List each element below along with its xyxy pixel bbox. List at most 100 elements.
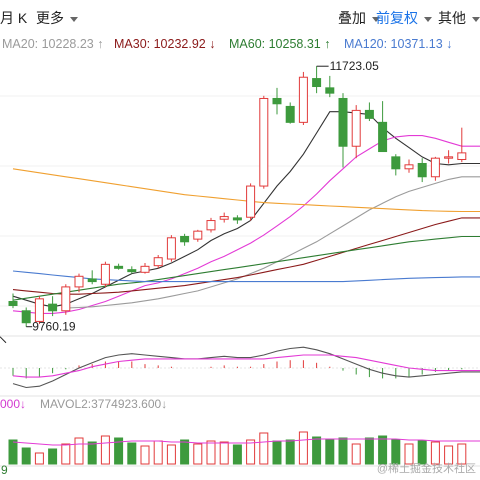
- candle-body: [325, 87, 335, 94]
- more-menu[interactable]: 更多: [36, 8, 78, 28]
- ma-legend: MA20: 10228.23 ↑ MA30: 10232.92 ↓ MA60: …: [0, 34, 480, 56]
- volume-pane: [8, 431, 480, 465]
- candle-body: [153, 257, 163, 267]
- candle-body: [34, 298, 44, 322]
- overlay-menu[interactable]: 叠加: [338, 8, 380, 28]
- volume-bar: [404, 443, 414, 465]
- oscillator-pane: [12, 346, 480, 389]
- candle: [87, 270, 97, 285]
- candle: [378, 101, 388, 153]
- candle-body: [285, 105, 295, 123]
- ma-line-ma60: [12, 235, 480, 301]
- candle: [298, 71, 308, 126]
- volume-bar: [8, 439, 18, 465]
- candle-body: [404, 164, 414, 170]
- candle-body: [193, 230, 203, 240]
- candle: [285, 102, 295, 124]
- candle: [166, 235, 176, 262]
- ma-line-ma30: [12, 217, 480, 295]
- candle: [206, 217, 216, 233]
- vol1-legend: 000↓: [0, 397, 26, 411]
- osc-line-fast: [12, 346, 480, 389]
- ma30-legend: MA30: 10232.92 ↓: [114, 37, 216, 51]
- volume-bar: [206, 440, 216, 465]
- volume-bar: [259, 432, 269, 465]
- candle-body: [100, 263, 110, 285]
- candle: [325, 75, 335, 98]
- volume-bar: [285, 439, 295, 465]
- volume-bar: [48, 448, 58, 465]
- candle-body: [364, 109, 374, 119]
- candle: [391, 154, 401, 176]
- volume-bar: [74, 437, 84, 465]
- volume-bar: [87, 441, 97, 465]
- vol2-legend: MAVOL2:3774923.600↓: [40, 397, 167, 411]
- volume-bar: [127, 442, 137, 465]
- volume-bar: [444, 445, 454, 465]
- chevron-down-icon: [423, 16, 432, 22]
- volume-bar: [364, 437, 374, 465]
- candle: [404, 159, 414, 173]
- chevron-down-icon: [371, 16, 380, 22]
- candle-body: [48, 303, 58, 312]
- candle: [232, 215, 242, 224]
- candle-body: [338, 97, 348, 147]
- chevron-down-icon: [471, 16, 480, 22]
- chevron-down-icon: [69, 16, 78, 22]
- candle: [114, 263, 124, 270]
- price-annotations: 11723.05 9760.19: [0, 59, 379, 344]
- kline-chart[interactable]: 11723.05 9760.19 000↓ MAVOL2:3774923.600…: [0, 56, 480, 480]
- candle-body: [417, 162, 427, 178]
- candle: [74, 273, 84, 293]
- volume-bar: [246, 439, 256, 465]
- ma-line-ma10: [12, 135, 480, 314]
- candle: [193, 229, 203, 242]
- other-menu[interactable]: 其他: [438, 8, 480, 28]
- bottom-axis-label: 9: [1, 463, 8, 477]
- ma-line-ma250: [12, 168, 480, 213]
- candle: [21, 307, 31, 327]
- candle-body: [61, 286, 71, 312]
- candle-body: [391, 156, 401, 170]
- candle-body: [298, 76, 308, 123]
- candle-body: [87, 278, 97, 283]
- candle-body: [378, 121, 388, 153]
- candles: [8, 66, 467, 327]
- adjust-menu[interactable]: 前复权: [376, 8, 432, 28]
- candle-body: [457, 152, 467, 161]
- volume-bar: [153, 440, 163, 465]
- candle-body: [312, 78, 322, 88]
- candle-body: [232, 217, 242, 221]
- candle-body: [206, 220, 216, 231]
- overlay-label: 叠加: [338, 10, 366, 26]
- watermark: @稀土掘金技术社区: [376, 463, 476, 475]
- candle-body: [351, 109, 361, 147]
- candle: [338, 93, 348, 168]
- osc-line-slow: [12, 354, 480, 378]
- candle: [364, 102, 374, 122]
- candle-body: [127, 269, 137, 273]
- adjust-label: 前复权: [376, 10, 418, 26]
- candle-body: [259, 97, 269, 187]
- candle: [180, 233, 190, 246]
- candle: [457, 127, 467, 163]
- candle: [34, 296, 44, 325]
- period-selector[interactable]: 月 K: [0, 8, 27, 28]
- volume-bar: [338, 437, 348, 465]
- candle-body: [166, 237, 176, 260]
- candle: [417, 158, 427, 183]
- more-label: 更多: [36, 10, 64, 26]
- candle-body: [246, 185, 256, 218]
- volume-ma-line: [12, 438, 480, 446]
- volume-bar: [272, 440, 282, 465]
- candle: [272, 87, 282, 115]
- candle: [351, 105, 361, 159]
- candle-body: [219, 216, 229, 220]
- volume-bar: [21, 447, 31, 465]
- volume-bar: [312, 436, 322, 465]
- period-label: 月 K: [0, 10, 28, 26]
- candle-body: [8, 300, 18, 306]
- candle: [127, 266, 137, 274]
- volume-bar: [61, 443, 71, 465]
- volume-bar: [298, 431, 308, 465]
